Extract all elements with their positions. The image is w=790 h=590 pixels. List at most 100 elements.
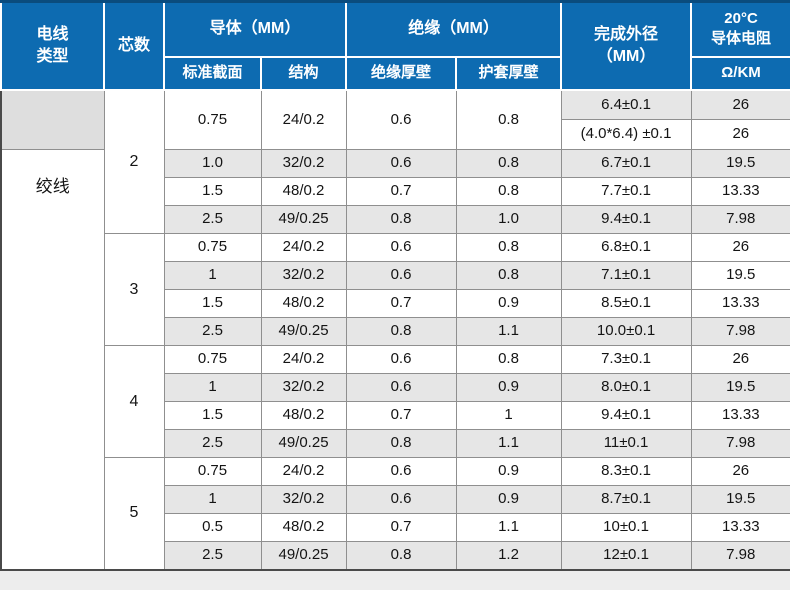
- header-structure: 结构: [259, 55, 348, 91]
- resistance-cell: 19.5: [690, 149, 790, 178]
- ins-wall-cell: 0.6: [345, 457, 457, 486]
- resistance-cell: 26: [690, 89, 790, 120]
- sheath-wall-cell: 0.9: [455, 289, 562, 318]
- std-section-cell: 2.5: [163, 429, 262, 458]
- resistance-cell: 19.5: [690, 485, 790, 514]
- table-row: 4 0.75 24/0.2 0.6 0.8 7.3±0.1 26: [1, 345, 790, 458]
- structure-cell: 48/0.2: [260, 177, 347, 206]
- sheath-wall-cell: 0.9: [455, 457, 562, 486]
- od-cell: 6.4±0.1: [560, 89, 692, 120]
- structure-cell: 48/0.2: [260, 513, 347, 542]
- resistance-cell: 7.98: [690, 429, 790, 458]
- sheath-wall-cell: 0.8: [455, 149, 562, 178]
- structure-cell: 32/0.2: [260, 373, 347, 402]
- std-section-cell: 2.5: [163, 541, 262, 570]
- sheath-wall-cell: 0.8: [455, 345, 562, 374]
- table-row: 0.5 48/0.2 0.7 1.1 10±0.1 13.33: [1, 513, 790, 542]
- ins-wall-cell: 0.6: [345, 149, 457, 178]
- ins-wall-cell: 0.8: [345, 317, 457, 346]
- resistance-cell: 7.98: [690, 541, 790, 570]
- std-section-cell: 0.75: [163, 233, 262, 262]
- table-row: 1 32/0.2 0.6 0.8 7.1±0.1 19.5: [1, 261, 790, 290]
- od-cell: 10.0±0.1: [560, 317, 692, 346]
- table-row: 2.5 49/0.25 0.8 1.2 12±0.1 7.98: [1, 541, 790, 570]
- std-section-cell: 0.5: [163, 513, 262, 542]
- resistance-cell: 13.33: [690, 401, 790, 430]
- od-cell: 7.7±0.1: [560, 177, 692, 206]
- wire-type-spacer-cell: [0, 89, 105, 150]
- od-cell: 8.0±0.1: [560, 373, 692, 402]
- std-section-cell: 1.0: [163, 149, 262, 178]
- sheath-wall-cell: 1.2: [455, 541, 562, 570]
- header-insulation: 绝缘（MM）: [345, 0, 563, 58]
- structure-cell: 49/0.25: [260, 317, 347, 346]
- structure-cell: 32/0.2: [260, 485, 347, 514]
- table-header: 电线 类型 芯数 导体（MM） 绝缘（MM） 完成外径 （MM） 20°C 导体…: [0, 0, 790, 91]
- structure-cell: 24/0.2: [260, 233, 347, 262]
- sheath-wall-cell: 0.8: [455, 89, 562, 150]
- sheath-wall-cell: 0.8: [455, 177, 562, 206]
- structure-cell: 48/0.2: [260, 401, 347, 430]
- structure-cell: 24/0.2: [260, 345, 347, 374]
- header-finished-od: 完成外径 （MM）: [560, 0, 693, 91]
- table-row: 1.5 48/0.2 0.7 0.8 7.7±0.1 13.33: [1, 177, 790, 206]
- resistance-cell: 7.98: [690, 317, 790, 346]
- structure-cell: 49/0.25: [260, 541, 347, 570]
- std-section-cell: 0.75: [163, 457, 262, 486]
- ins-wall-cell: 0.6: [345, 233, 457, 262]
- header-ins-wall: 绝缘厚壁: [345, 55, 458, 91]
- structure-cell: 48/0.2: [260, 289, 347, 318]
- structure-cell: 32/0.2: [260, 261, 347, 290]
- table-row: 2 0.75 24/0.2 0.6 0.8 6.4±0.1 26: [0, 89, 790, 234]
- sheath-wall-cell: 1.1: [455, 513, 562, 542]
- sheath-wall-cell: 1: [455, 401, 562, 430]
- od-cell: 6.7±0.1: [560, 149, 692, 178]
- od-cell: 12±0.1: [560, 541, 692, 570]
- std-section-cell: 1: [163, 485, 262, 514]
- std-section-cell: 0.75: [163, 89, 262, 150]
- od-cell: 7.3±0.1: [560, 345, 692, 374]
- od-cell: (4.0*6.4) ±0.1: [560, 119, 692, 150]
- sheath-wall-cell: 1.1: [455, 317, 562, 346]
- ins-wall-cell: 0.8: [345, 205, 457, 234]
- sheath-wall-cell: 0.8: [455, 233, 562, 262]
- od-cell: 9.4±0.1: [560, 401, 692, 430]
- header-std-section: 标准截面: [163, 55, 262, 91]
- header-sheath-wall: 护套厚壁: [455, 55, 563, 91]
- structure-cell: 49/0.25: [260, 205, 347, 234]
- core-count-cell: 4: [103, 345, 165, 458]
- std-section-cell: 1: [163, 261, 262, 290]
- ins-wall-cell: 0.6: [345, 89, 457, 150]
- page: 电线 类型 芯数 导体（MM） 绝缘（MM） 完成外径 （MM） 20°C 导体…: [0, 0, 790, 571]
- od-cell: 7.1±0.1: [560, 261, 692, 290]
- od-cell: 8.7±0.1: [560, 485, 692, 514]
- od-cell: 8.5±0.1: [560, 289, 692, 318]
- std-section-cell: 2.5: [163, 205, 262, 234]
- resistance-cell: 13.33: [690, 177, 790, 206]
- ins-wall-cell: 0.7: [345, 177, 457, 206]
- od-cell: 9.4±0.1: [560, 205, 692, 234]
- structure-cell: 24/0.2: [260, 89, 347, 150]
- core-count-cell: 5: [103, 457, 165, 570]
- std-section-cell: 1.5: [163, 177, 262, 206]
- resistance-cell: 13.33: [690, 513, 790, 542]
- std-section-cell: 2.5: [163, 317, 262, 346]
- std-section-cell: 1: [163, 373, 262, 402]
- table-row: 绞线 1.0 32/0.2 0.6 0.8 6.7±0.1 19.5: [0, 149, 790, 570]
- sheath-wall-cell: 0.9: [455, 485, 562, 514]
- core-count-cell: 3: [103, 233, 165, 346]
- std-section-cell: 1.5: [163, 289, 262, 318]
- ins-wall-cell: 0.7: [345, 513, 457, 542]
- ins-wall-cell: 0.8: [345, 541, 457, 570]
- ins-wall-cell: 0.7: [345, 289, 457, 318]
- resistance-cell: 19.5: [690, 261, 790, 290]
- core-count-cell: 2: [103, 89, 165, 234]
- sheath-wall-cell: 1.0: [455, 205, 562, 234]
- ins-wall-cell: 0.6: [345, 345, 457, 374]
- resistance-cell: 26: [690, 119, 790, 150]
- ins-wall-cell: 0.6: [345, 373, 457, 402]
- sheath-wall-cell: 0.9: [455, 373, 562, 402]
- od-cell: 10±0.1: [560, 513, 692, 542]
- ins-wall-cell: 0.6: [345, 261, 457, 290]
- od-cell: 6.8±0.1: [560, 233, 692, 262]
